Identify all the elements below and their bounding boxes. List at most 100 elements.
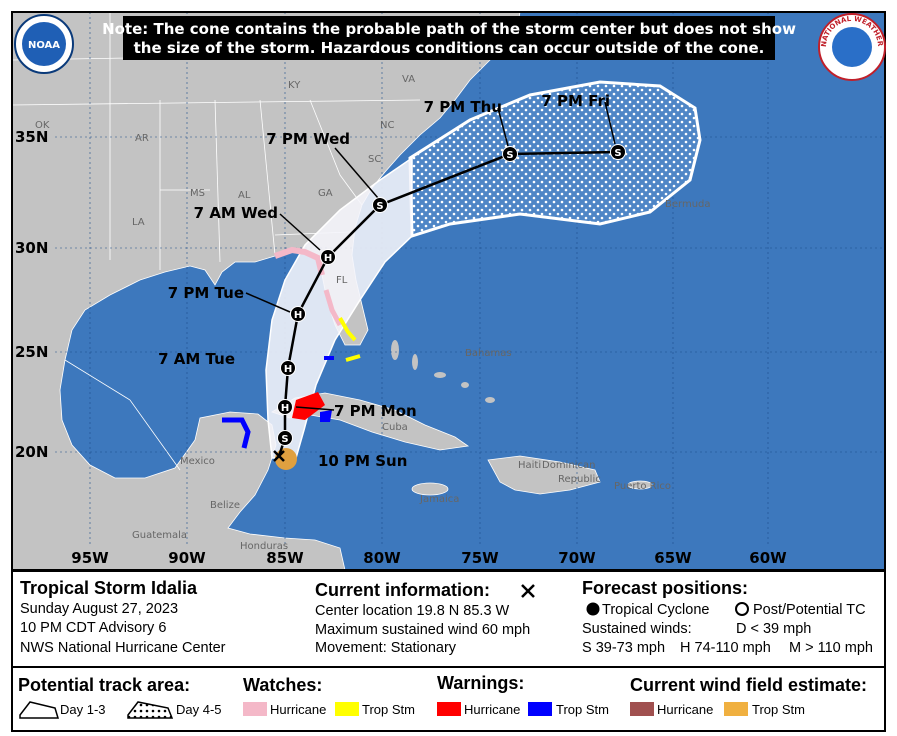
hurricane-watch bbox=[323, 289, 343, 327]
lat-label: 25N bbox=[15, 343, 48, 361]
lat-label: 20N bbox=[15, 443, 48, 461]
forecast-text: Post/Potential TC bbox=[753, 602, 866, 618]
legend-text: Trop Stm bbox=[362, 702, 415, 717]
storm-title: Tropical Storm Idalia bbox=[20, 578, 198, 598]
forecast-symbol: S bbox=[376, 201, 383, 212]
place-labels: KY VA OK AR NC SC MS AL GA LA FL Bermuda Bahamas Cuba… bbox=[35, 74, 711, 552]
forecast-text: Tropical Cyclone bbox=[602, 602, 709, 618]
bahamas bbox=[391, 340, 495, 403]
place-label: Belize bbox=[210, 500, 240, 511]
place-label: Bahamas bbox=[465, 348, 512, 359]
tropical-storm-warning bbox=[320, 410, 332, 422]
forecast-text: H 74-110 mph bbox=[680, 640, 771, 656]
legend-text: Trop Stm bbox=[556, 702, 609, 717]
place-label: NC bbox=[380, 120, 394, 131]
current-title: Current information: bbox=[315, 580, 490, 600]
lat-label: 35N bbox=[15, 128, 48, 146]
island bbox=[485, 397, 495, 403]
forecast-text: M > 110 mph bbox=[789, 640, 873, 656]
hispaniola bbox=[487, 455, 601, 495]
legend-text: Hurricane bbox=[657, 702, 713, 717]
forecast-point bbox=[372, 197, 388, 213]
forecast-track: 10 PM Sun S H 7 PM Mon H 7 AM Tue H 7 PM Tue H 7 … bbox=[158, 92, 626, 470]
tropical-storm-watch bbox=[345, 354, 361, 362]
tropical-storm-wind-swatch bbox=[724, 702, 748, 716]
place-label: Bermuda bbox=[665, 199, 711, 210]
legend-title: Warnings: bbox=[437, 673, 524, 693]
place-label: GA bbox=[318, 188, 333, 199]
lon-label: 70W bbox=[558, 549, 596, 567]
place-label: KY bbox=[288, 80, 301, 91]
forecast-label: 7 PM Wed bbox=[266, 130, 350, 148]
forecast-symbol: H bbox=[294, 310, 302, 321]
leader-line bbox=[334, 147, 379, 199]
border bbox=[12, 99, 421, 106]
hurricane-warning-swatch bbox=[437, 702, 461, 716]
tropical-storm-watch-swatch bbox=[335, 702, 359, 716]
forecast-label: 7 AM Tue bbox=[158, 350, 235, 368]
storm-line: NWS National Hurricane Center bbox=[20, 640, 226, 656]
forecast-text: Sustained winds: bbox=[582, 621, 692, 637]
forecast-label: 7 PM Fri bbox=[541, 92, 610, 110]
forecast-text: S 39-73 mph bbox=[582, 640, 665, 656]
lon-label: 95W bbox=[71, 549, 109, 567]
current-line: Movement: Stationary bbox=[315, 640, 457, 656]
forecast-title: Forecast positions: bbox=[582, 578, 748, 598]
island bbox=[412, 354, 418, 370]
island bbox=[434, 372, 446, 378]
forecast-symbol: S bbox=[614, 148, 621, 159]
current-position-symbol bbox=[521, 584, 535, 598]
storm-line: 10 PM CDT Advisory 6 bbox=[20, 620, 166, 636]
forecast-point bbox=[502, 146, 518, 162]
nws-logo-inner bbox=[832, 27, 872, 67]
legend-text: Hurricane bbox=[464, 702, 520, 717]
border bbox=[259, 99, 276, 256]
forecast-point bbox=[277, 430, 293, 446]
place-label: FL bbox=[336, 275, 348, 286]
place-label: VA bbox=[402, 74, 415, 85]
place-label: MS bbox=[190, 188, 205, 199]
puerto-rico bbox=[627, 480, 653, 490]
storm-line: Sunday August 27, 2023 bbox=[20, 601, 178, 617]
lon-label: 60W bbox=[749, 549, 787, 567]
current-position bbox=[273, 450, 285, 462]
noaa-logo-inner bbox=[22, 22, 66, 66]
leader-line bbox=[245, 292, 291, 313]
lon-label: 85W bbox=[266, 549, 304, 567]
hurricane-wind-swatch bbox=[630, 702, 654, 716]
forecast-point bbox=[290, 306, 306, 322]
border bbox=[309, 99, 363, 206]
map-layers: KY VA OK AR NC SC MS AL GA LA FL Bermuda Bahamas Cuba… bbox=[12, 12, 885, 570]
current-line: Maximum sustained wind 60 mph bbox=[315, 622, 530, 638]
place-label: SC bbox=[368, 154, 381, 165]
day13-swatch bbox=[19, 701, 60, 719]
place-label: Dominican bbox=[542, 460, 595, 471]
place-label: OK bbox=[35, 120, 50, 131]
legend-title: Watches: bbox=[243, 675, 322, 695]
note-text: Note: The cone contains the probable pat… bbox=[102, 20, 796, 38]
border bbox=[64, 359, 181, 471]
forecast-label: 7 PM Tue bbox=[168, 284, 244, 302]
place-label: Haiti bbox=[518, 460, 541, 471]
forecast-point bbox=[320, 249, 336, 265]
leader-line bbox=[497, 107, 509, 147]
forecast-text: D < 39 mph bbox=[736, 621, 811, 637]
tropical-cyclone-symbol bbox=[586, 602, 600, 616]
legend-text: Hurricane bbox=[270, 702, 326, 717]
legend-text: Day 1-3 bbox=[60, 702, 106, 717]
place-label: AR bbox=[135, 133, 149, 144]
tropical-storm-wind-field bbox=[275, 448, 297, 470]
island bbox=[391, 340, 399, 360]
border bbox=[214, 99, 221, 263]
tropical-storm-warning bbox=[222, 417, 251, 449]
place-label: Mexico bbox=[180, 456, 215, 467]
post-tc-symbol bbox=[735, 602, 749, 616]
forecast-symbol: H bbox=[284, 364, 292, 375]
legend-title: Current wind field estimate: bbox=[630, 675, 867, 695]
note-text: the size of the storm. Hazardous conditi… bbox=[134, 39, 765, 57]
forecast-label: 10 PM Sun bbox=[318, 452, 407, 470]
forecast-point bbox=[280, 360, 296, 376]
place-label: Honduras bbox=[240, 541, 288, 552]
